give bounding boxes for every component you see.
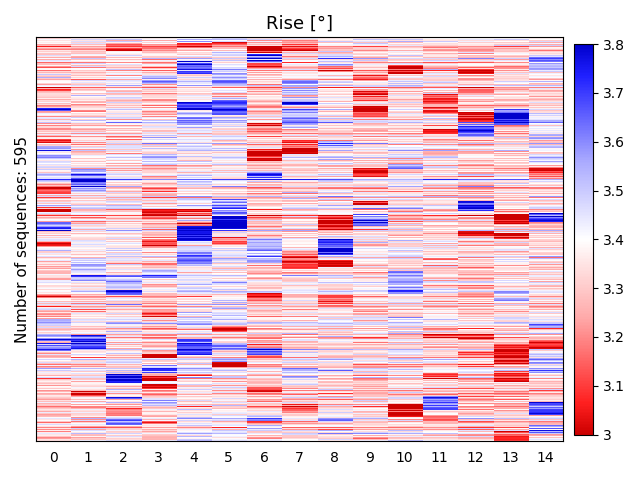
Title: Rise [°]: Rise [°] (266, 15, 333, 33)
Y-axis label: Number of sequences: 595: Number of sequences: 595 (15, 136, 30, 343)
